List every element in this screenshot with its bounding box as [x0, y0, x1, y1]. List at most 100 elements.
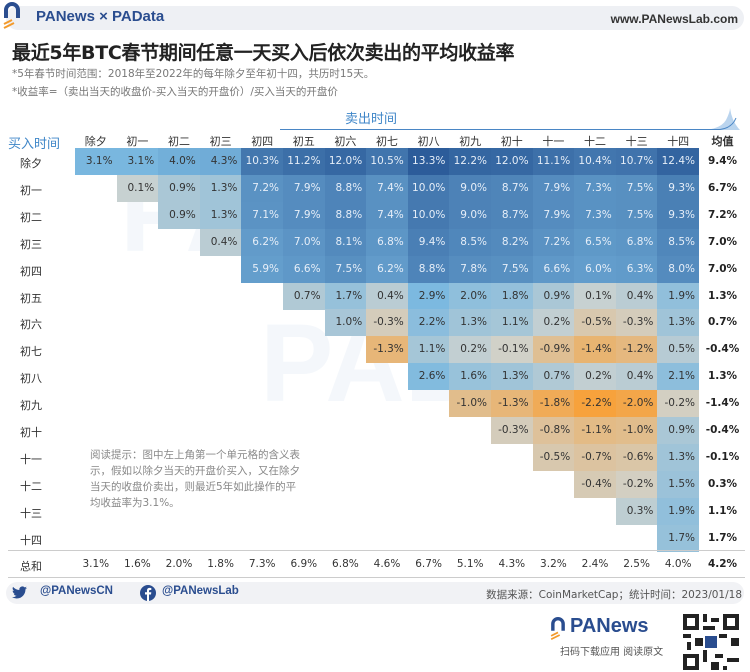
heatmap-cell: -0.2% [657, 390, 699, 418]
column-header: 初六 [334, 135, 357, 148]
facebook-icon[interactable] [140, 585, 156, 601]
row-average: 6.7% [707, 181, 738, 194]
heatmap-cell: 6.8% [366, 228, 408, 256]
panews-logo-icon [3, 2, 20, 29]
heatmap-cell: 8.7% [491, 201, 533, 229]
heatmap-cell: 1.3% [491, 363, 533, 391]
subtitle-formula: *收益率=（卖出当天的收盘价-买入当天的开盘价）/买入当天的开盘价 [12, 86, 338, 98]
heatmap-cell: 12.0% [491, 148, 533, 175]
row-average: 9.4% [707, 155, 738, 167]
row-label: 初四 [20, 264, 42, 278]
heatmap-cell: 7.3% [574, 174, 616, 202]
heatmap-cell: -0.2% [615, 470, 658, 498]
page-title: 最近5年BTC春节期间任意一天买入后依次卖出的平均收益率 [12, 42, 515, 64]
heatmap-cell: -0.5% [532, 443, 575, 471]
column-sum: 7.3% [248, 558, 276, 570]
heatmap-cell: 7.5% [615, 201, 658, 229]
row-average: -0.4% [705, 343, 740, 356]
heatmap-cell: -0.5% [574, 309, 616, 337]
column-header: 十二 [583, 135, 606, 148]
heatmap-cell: 2.1% [657, 363, 699, 391]
heatmap-cell: 7.5% [491, 255, 533, 283]
row-average: -0.1% [705, 450, 740, 463]
heatmap-cell: 7.9% [283, 174, 325, 202]
row-label: 初八 [20, 372, 42, 386]
heatmap-cell: 6.6% [532, 255, 575, 283]
site-url[interactable]: www.PANewsLab.com [610, 12, 738, 26]
column-sum: 3.2% [540, 558, 567, 570]
heatmap-cell: 7.9% [283, 201, 325, 229]
heatmap-cell: -1.8% [532, 390, 575, 418]
qr-code-icon[interactable] [683, 614, 739, 670]
heatmap-cell: -2.2% [574, 390, 616, 418]
heatmap-cell: 2.2% [407, 309, 450, 337]
row-label: 初十 [20, 426, 42, 439]
row-average: 0.7% [707, 316, 738, 329]
brand-title: PANews × PAData [36, 8, 165, 25]
sum-row-label: 总和 [20, 560, 42, 573]
heatmap-cell: 0.3% [615, 497, 658, 525]
heatmap-cell: 7.3% [574, 201, 616, 229]
heatmap-cell: 5.9% [241, 255, 283, 283]
heatmap-cell: 9.0% [449, 174, 491, 202]
heatmap-cell: -0.7% [574, 443, 616, 471]
heatmap-cell: 0.5% [657, 336, 699, 364]
heatmap-cell: 7.0% [283, 228, 325, 256]
twitter-handle[interactable]: @PANewsCN [40, 585, 113, 597]
heatmap-cell: -2.0% [615, 390, 658, 418]
heatmap-cell: 0.1% [116, 174, 159, 202]
row-label: 十四 [20, 533, 42, 547]
column-header: 初八 [417, 135, 440, 148]
column-sum: 3.1% [82, 558, 110, 570]
heatmap-cell: 9.3% [657, 201, 699, 229]
heatmap-cell: 0.7% [283, 282, 325, 310]
heatmap-cell: 0.4% [615, 363, 658, 391]
row-average: 0.3% [707, 477, 738, 490]
heatmap-cell: 10.7% [615, 148, 658, 175]
top-bar [6, 6, 744, 30]
column-header: 初九 [459, 135, 482, 148]
heatmap-cell: 0.9% [657, 417, 699, 444]
heatmap-cell: 12.0% [324, 148, 367, 175]
heatmap-cell: -1.0% [615, 417, 658, 444]
heatmap-cell: 1.9% [657, 282, 699, 310]
heatmap-cell: 1.7% [324, 282, 367, 310]
row-average: 1.3% [707, 370, 738, 383]
heatmap-cell: 11.2% [283, 148, 325, 175]
heatmap-cell: -0.8% [532, 417, 575, 444]
bottom-divider [8, 577, 745, 578]
heatmap-cell: 7.2% [241, 174, 283, 202]
heatmap-cell: 8.0% [657, 255, 699, 283]
heatmap-cell: 3.1% [75, 148, 117, 175]
heatmap-cell: 0.4% [615, 282, 658, 310]
twitter-icon[interactable] [12, 586, 27, 599]
heatmap-cell: 4.0% [158, 148, 200, 175]
row-average: 1.7% [707, 531, 738, 544]
row-label: 除夕 [20, 157, 42, 170]
heatmap-cell: 1.3% [199, 201, 242, 229]
heatmap-cell: -1.3% [491, 390, 533, 418]
subtitle-range: *5年春节时间范围：2018年至2022年的每年除夕至年初十四，共历时15天。 [12, 68, 375, 80]
facebook-handle[interactable]: @PANewsLab [162, 585, 239, 597]
column-header: 初七 [375, 135, 398, 148]
heatmap-cell: -0.4% [574, 470, 616, 498]
heatmap-cell: 7.4% [366, 201, 408, 229]
column-header: 初三 [209, 135, 232, 148]
heatmap-cell: 0.1% [574, 282, 616, 310]
heatmap-cell: 1.8% [491, 282, 533, 310]
heatmap-cell: -0.6% [615, 443, 658, 471]
footer-bar [6, 582, 744, 604]
heatmap-cell: 7.5% [324, 255, 367, 283]
heatmap-cell: -1.0% [449, 390, 491, 418]
heatmap-cell: 8.2% [491, 228, 533, 256]
heatmap-cell: 1.6% [449, 363, 491, 391]
heatmap-cell: 1.1% [491, 309, 533, 337]
row-average: 7.0% [707, 262, 738, 275]
heatmap-cell: 13.3% [407, 148, 450, 175]
heatmap-cell: -0.3% [491, 417, 533, 444]
heatmap-cell: 10.0% [407, 174, 450, 202]
heatmap-cell: 8.8% [324, 201, 367, 229]
heatmap-cell: 1.9% [657, 497, 699, 525]
column-header: 初四 [251, 135, 274, 148]
heatmap-cell: 8.7% [491, 174, 533, 202]
